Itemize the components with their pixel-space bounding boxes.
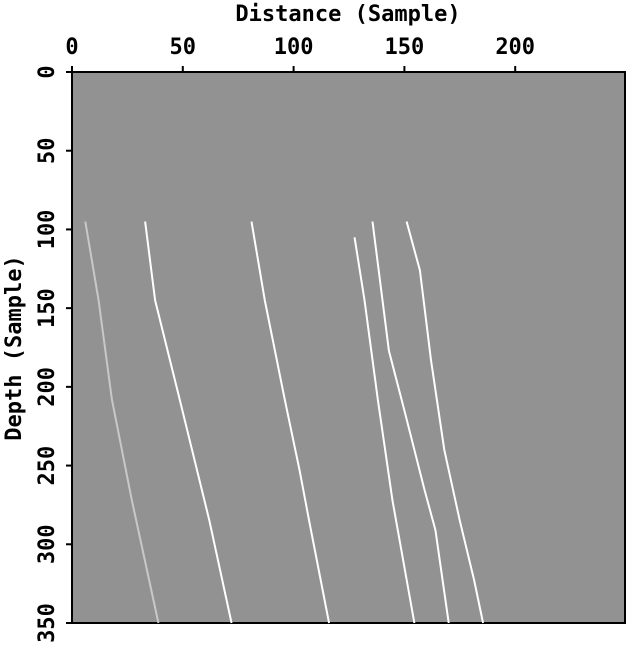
y-tick-label: 300 bbox=[35, 524, 60, 564]
trace-line bbox=[405, 221, 485, 624]
plot-frame bbox=[71, 71, 626, 624]
y-axis-label: Depth (Sample) bbox=[2, 255, 27, 440]
y-tick-label: 200 bbox=[35, 367, 60, 407]
x-tick-label: 150 bbox=[385, 35, 425, 60]
trace-line bbox=[353, 237, 416, 624]
trace-line bbox=[144, 221, 233, 624]
y-tick-label: 100 bbox=[35, 210, 60, 250]
x-tick-label: 200 bbox=[495, 35, 535, 60]
y-tick-label: 150 bbox=[35, 288, 60, 328]
x-tick-label: 100 bbox=[274, 35, 314, 60]
trace-line bbox=[250, 221, 331, 624]
trace-line bbox=[371, 221, 450, 624]
y-tick-label: 50 bbox=[35, 137, 60, 164]
y-tick-label: 350 bbox=[35, 603, 60, 643]
x-axis-label: Distance (Sample) bbox=[235, 2, 460, 27]
y-tick-label: 0 bbox=[35, 65, 60, 78]
x-tick-label: 50 bbox=[170, 35, 197, 60]
y-tick-label: 250 bbox=[35, 446, 60, 486]
plot-area bbox=[72, 72, 626, 623]
x-tick-label: 0 bbox=[65, 35, 78, 60]
trace-line bbox=[84, 221, 160, 624]
